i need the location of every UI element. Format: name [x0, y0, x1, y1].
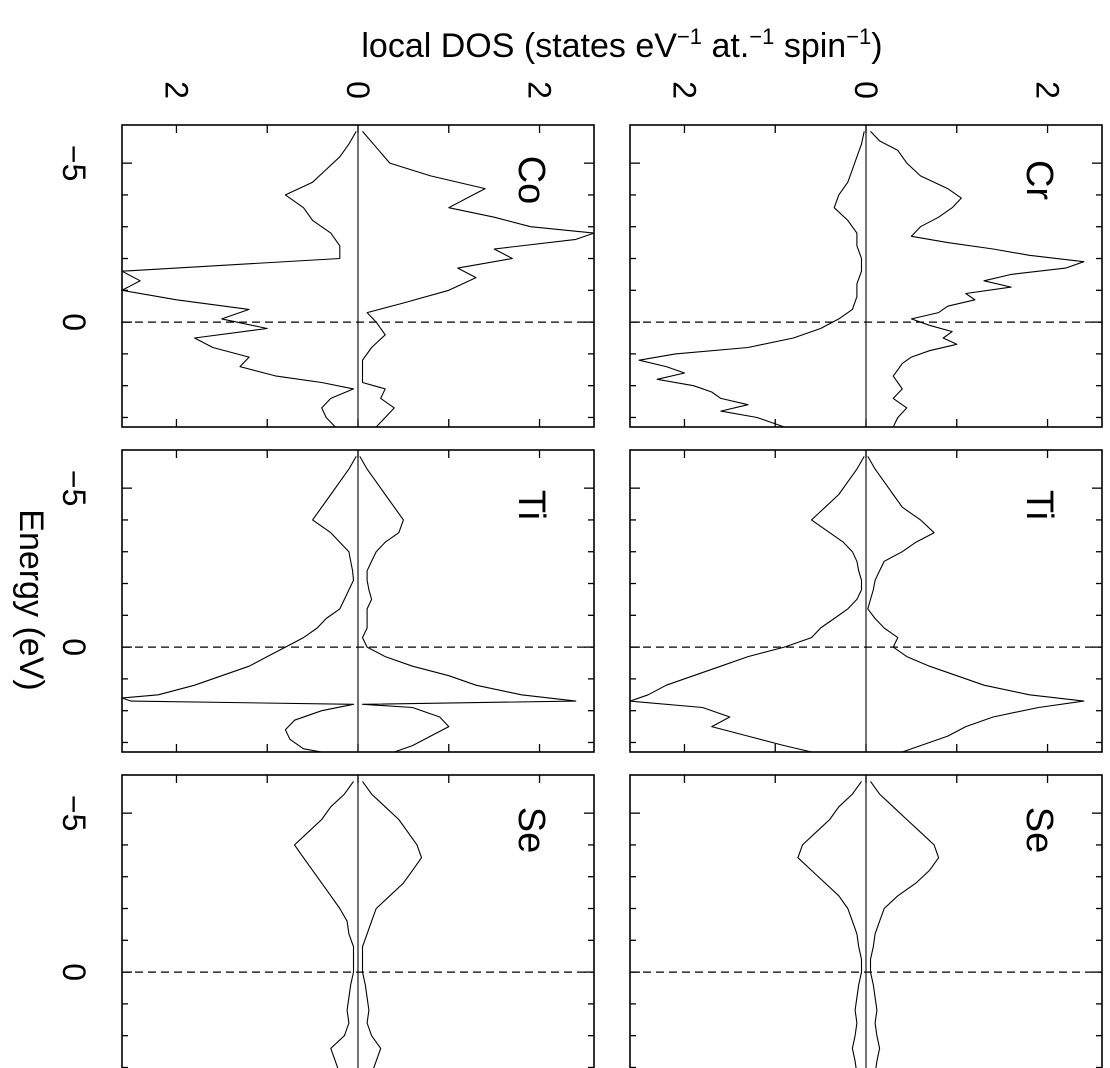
- dos-curve-down: [293, 781, 355, 1068]
- dos-curve-down: [121, 456, 357, 753]
- dos-tick-label: 0: [848, 81, 884, 99]
- panel-label: Ti: [510, 490, 552, 520]
- y-axis-title-sup-1: −1: [677, 24, 702, 49]
- dos-tick-label: 0: [340, 81, 376, 99]
- dos-curve-down: [121, 131, 357, 428]
- energy-tick-label: 0: [56, 963, 92, 981]
- dos-tick-label: 2: [522, 81, 558, 99]
- panel-frame: [629, 774, 1103, 1068]
- panel-se-left: Se: [121, 774, 595, 1068]
- y-axis-title-sup-2: −1: [749, 24, 774, 49]
- panel-label: Co: [510, 156, 552, 205]
- energy-tick-label: −5: [56, 470, 92, 506]
- panel-se-right: Se: [629, 774, 1103, 1068]
- panel-co-left: Co: [121, 124, 595, 428]
- panel-frame: [121, 774, 595, 1068]
- y-axis-title-part-3: spin: [774, 27, 846, 65]
- dos-curve-up: [867, 456, 1085, 753]
- y-axis-title-part-4: ): [871, 27, 882, 65]
- x-axis-title: Energy (eV): [12, 509, 50, 690]
- panel-frame: [121, 124, 595, 428]
- panel-cr-right: Cr: [629, 124, 1103, 428]
- energy-tick-label: −5: [56, 145, 92, 181]
- dos-curve-up: [361, 131, 595, 428]
- panel-ti-right: Ti: [629, 449, 1103, 753]
- energy-tick-label: 0: [56, 638, 92, 656]
- y-axis-title-part-2: at.: [702, 27, 749, 65]
- y-axis-title: local DOS (states eV−1 at.−1 spin−1): [361, 24, 882, 65]
- panel-label: Se: [510, 807, 552, 853]
- dos-tick-label: 2: [1030, 81, 1066, 99]
- panel-frame: [121, 449, 595, 753]
- dos-curve-up: [869, 781, 940, 1068]
- panel-ti-left: Ti: [121, 449, 595, 753]
- dos-curve-up: [359, 456, 577, 753]
- y-axis-title-part-1: local DOS (states eV: [361, 27, 677, 65]
- dos-tick-label: 2: [666, 81, 702, 99]
- dos-curve-down: [629, 456, 865, 753]
- panels: Cr Co Ti Ti Se Se −5 0 −5 0 −5 0 2 0 2 2 0 2: [56, 81, 1103, 1068]
- dos-curve-up: [361, 781, 423, 1068]
- energy-tick-label: −5: [56, 795, 92, 831]
- dos-curve-down: [797, 781, 863, 1068]
- panel-label: Cr: [1018, 160, 1060, 200]
- energy-tick-label: 0: [56, 313, 92, 331]
- panel-label: Ti: [1018, 490, 1060, 520]
- panel-frame: [629, 449, 1103, 753]
- dos-curve-down: [638, 131, 865, 428]
- dos-curve-up: [870, 131, 1085, 428]
- dos-tick-label: 2: [158, 81, 194, 99]
- panel-frame: [629, 124, 1103, 428]
- y-axis-title-sup-3: −1: [846, 24, 871, 49]
- panel-label: Se: [1018, 807, 1060, 853]
